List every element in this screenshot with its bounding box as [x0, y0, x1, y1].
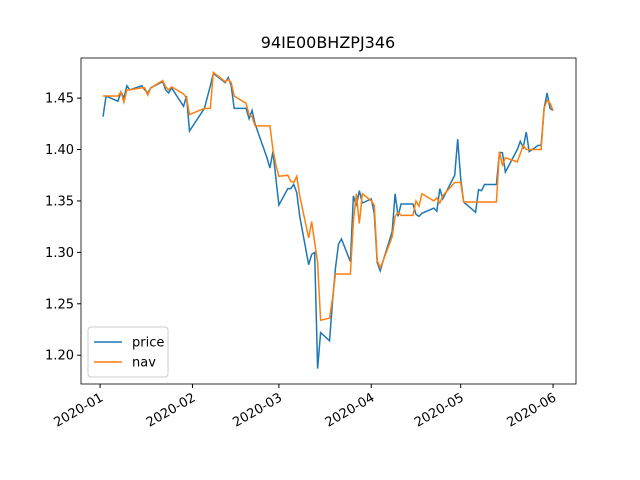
- y-tick-label: 1.40: [45, 143, 74, 158]
- x-tick-label: 2020-06: [505, 390, 560, 430]
- y-tick-label: 1.45: [45, 92, 74, 107]
- plot-frame: [80, 57, 577, 385]
- x-tick-label: 2020-05: [412, 390, 467, 430]
- y-tick-label: 1.30: [45, 246, 74, 261]
- chart-title: 94IE00BHZPJ346: [261, 33, 395, 52]
- legend: price nav: [87, 326, 169, 378]
- y-tick-label: 1.25: [45, 297, 74, 312]
- y-tick-label: 1.35: [45, 194, 74, 209]
- legend-label: price: [132, 336, 164, 351]
- line-series: [102, 72, 554, 369]
- x-tick-label: 2020-04: [323, 390, 378, 430]
- x-tick-label: 2020-03: [230, 390, 285, 430]
- x-tick-label: 2020-01: [52, 390, 107, 430]
- line-series: [103, 70, 554, 322]
- legend-label: nav: [132, 356, 156, 371]
- y-tick-label: 1.20: [45, 349, 74, 364]
- x-tick-label: 2020-02: [144, 390, 199, 430]
- legend-box: [87, 326, 169, 378]
